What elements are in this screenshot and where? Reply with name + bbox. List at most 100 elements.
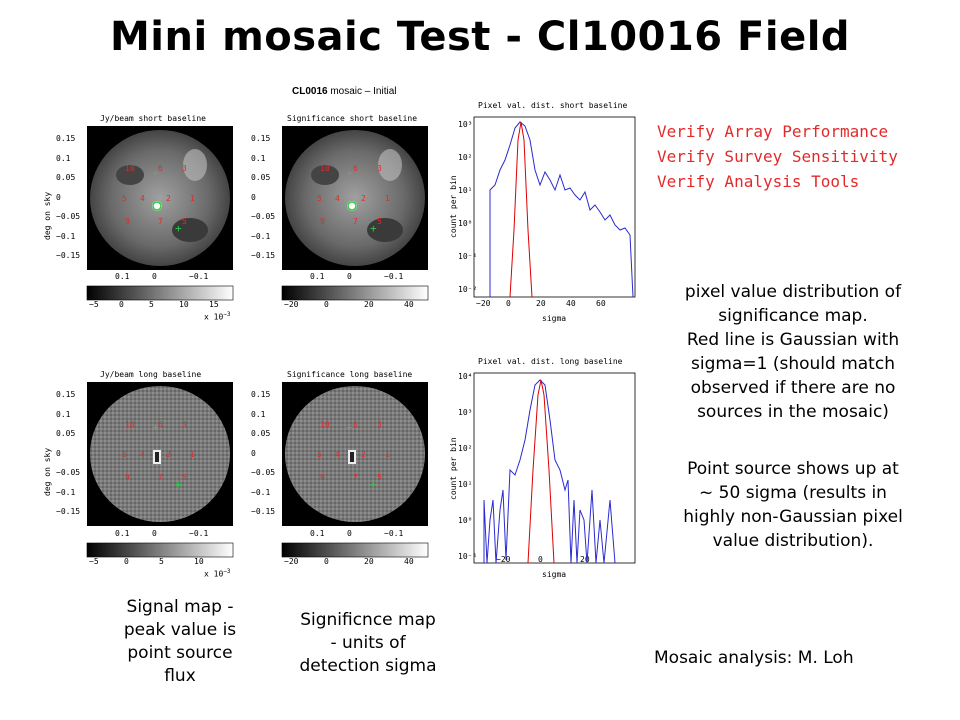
source-label: 4 [140, 450, 145, 459]
cbar-tick-short-sig: 0 [324, 300, 329, 309]
cbar-tick-short-flux: 5 [149, 300, 154, 309]
verify-array: Verify Array Performance [657, 122, 889, 141]
note-line: Point source shows up at [687, 459, 899, 479]
map-ytick-short-right: 0.05 [251, 173, 271, 182]
source-label: 7 [158, 217, 163, 226]
map-ytick-long-left: 0.15 [56, 390, 76, 399]
hist-short-xtick: 20 [536, 299, 546, 308]
cbar-tick-long-flux: 0 [124, 557, 129, 566]
mosaic-heading-bold: CL0016 [292, 86, 328, 97]
cbar-tick-short-sig: 20 [364, 300, 374, 309]
verify-tools: Verify Analysis Tools [657, 172, 860, 191]
source-label: 5 [377, 473, 382, 482]
hist-short-xlabel: sigma [542, 314, 567, 323]
map-xtick-long-0: −0.1 [189, 529, 209, 538]
cbar-scale-short: x 10−3 [204, 311, 231, 322]
source-label: 10 [125, 164, 135, 173]
note-point-source: Point source shows up at ~ 50 sigma (res… [648, 457, 938, 553]
source-label: 5 [122, 450, 127, 459]
source-label: 1 [385, 194, 390, 203]
caption-line: Significnce map [300, 610, 436, 630]
source-label: 6 [353, 164, 358, 173]
source-label: 1 [190, 450, 195, 459]
map-ytick-short-right: −0.15 [251, 251, 276, 260]
map-xtick-long-0: 0 [152, 529, 157, 538]
hist-short-ytick: 10¹ [458, 186, 473, 195]
hist-short-ytick: 10³ [458, 120, 473, 129]
panel-title-long-sig: Significance long baseline [287, 370, 413, 379]
source-label: 5 [182, 473, 187, 482]
map-ytick-long-right: 0 [251, 448, 256, 458]
panel-title-short-sig: Significance short baseline [287, 114, 418, 123]
map-ytick-long-left: −0.1 [56, 487, 76, 497]
hist-long-xlabel: sigma [542, 570, 567, 579]
map-xtick-long-1: −0.1 [384, 529, 404, 538]
map-ytick-long-right: −0.05 [251, 468, 276, 477]
hist-long-blue [483, 379, 616, 564]
cbar-tick-long-flux: 10 [194, 557, 204, 566]
note-line: observed if there are no [690, 378, 896, 398]
hist-long-ytick: 10⁴ [458, 372, 473, 381]
map-ytick-short-left: −0.1 [56, 231, 76, 241]
colorbar-short-flux [86, 285, 234, 301]
hist-short-ylabel: count per bin [449, 175, 458, 238]
map-xtick-long-0: 0.1 [115, 529, 130, 538]
map-xtick-short-1: −0.1 [384, 272, 404, 281]
hist-short-xtick: −20 [476, 299, 491, 308]
cbar-tick-long-sig: 40 [404, 557, 414, 566]
map-ytick-long-right: 0.1 [251, 409, 266, 419]
cbar-tick-short-flux: 10 [179, 300, 189, 309]
source-label: 1 [190, 194, 195, 203]
panel-title-short-flux: Jy/beam short baseline [100, 114, 206, 123]
source-label: 10 [320, 420, 330, 429]
cbar-tick-long-sig: 0 [324, 557, 329, 566]
cbar-tick-long-flux: 5 [159, 557, 164, 566]
mosaic-heading: CL0016 mosaic – Initial [292, 86, 397, 97]
source-label: 5 [182, 217, 187, 226]
source-label: 10 [320, 164, 330, 173]
source-label: 9 [320, 217, 325, 226]
map-xtick-short-1: 0 [347, 272, 352, 281]
cbar-tick-short-sig: 40 [404, 300, 414, 309]
source-label: 4 [335, 194, 340, 203]
source-label: 1 [385, 450, 390, 459]
map-ytick-long-left: 0 [56, 448, 61, 458]
source-label: 9 [125, 217, 130, 226]
source-label: 6 [158, 420, 163, 429]
caption-line: - units of [330, 633, 406, 653]
hist-long-red [527, 379, 555, 564]
map-ytick-short-right: 0.1 [251, 153, 266, 163]
caption-line: detection sigma [299, 656, 437, 676]
map-ytick-long-right: 0.05 [251, 429, 271, 438]
hist-long-xtick: 0 [538, 555, 543, 564]
source-label: 10 [125, 420, 135, 429]
hist-short-title: Pixel val. dist. short baseline [478, 101, 628, 110]
note-line: sources in the mosaic) [697, 402, 889, 422]
source-label: 9 [125, 473, 130, 482]
panel-title-long-flux: Jy/beam long baseline [100, 370, 202, 379]
cbar-tick-short-flux: −5 [89, 300, 99, 309]
source-label: 4 [140, 194, 145, 203]
note-line: sigma=1 (should match [691, 354, 895, 374]
map-ytick-short-left: 0.05 [56, 173, 76, 182]
map-ytick-long-left: 0.1 [56, 409, 71, 419]
hist-long-ytick: 10⁰ [458, 516, 473, 525]
caption-line: point source [127, 643, 233, 663]
map-ytick-short-left: 0.1 [56, 153, 71, 163]
map-ytick-long-left: −0.15 [56, 507, 81, 516]
hist-short-frame [473, 116, 636, 298]
map-ytick-short-right: −0.05 [251, 212, 276, 221]
hist-short-ytick: 10² [458, 153, 473, 162]
map-ytick-long-right: −0.1 [251, 487, 271, 497]
hist-long-ylabel: count per bin [449, 437, 458, 500]
source-label: 9 [320, 473, 325, 482]
note-line: pixel value distribution of [684, 282, 902, 302]
source-label: 5 [377, 217, 382, 226]
map-ytick-short-right: −0.1 [251, 231, 271, 241]
hist-short-xtick: 40 [566, 299, 576, 308]
caption-line: peak value is [123, 620, 237, 640]
map-ytick-short-right: 0.15 [251, 134, 271, 143]
svg-text:+: + [152, 167, 159, 180]
colorbar-short-sig [281, 285, 429, 301]
